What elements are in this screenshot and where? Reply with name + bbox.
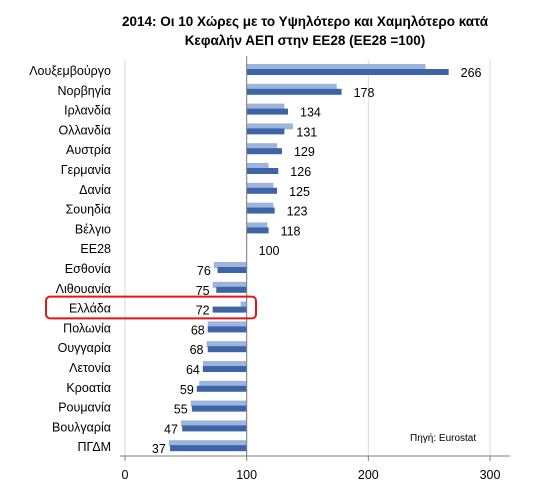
- bar-dark-7: [246, 207, 275, 214]
- value-label-19: 37: [152, 442, 166, 456]
- category-label-11: Λιθουανία: [56, 282, 111, 296]
- value-label-1: 178: [354, 86, 375, 100]
- bar-dark-13: [207, 326, 247, 333]
- bar-light-4: [246, 143, 278, 150]
- bar-dark-1: [246, 88, 342, 95]
- bar-dark-18: [182, 425, 247, 432]
- bar-light-6: [246, 182, 274, 189]
- x-tick-label-2: 200: [358, 468, 379, 482]
- bar-light-19: [168, 440, 247, 447]
- value-label-10: 76: [197, 264, 211, 278]
- value-label-0: 266: [461, 66, 482, 80]
- bar-dark-0: [246, 69, 449, 75]
- value-label-12: 72: [196, 304, 210, 318]
- bar-dark-14: [207, 346, 247, 353]
- value-label-15: 64: [186, 363, 200, 377]
- value-label-13: 68: [191, 323, 205, 337]
- category-label-9: ΕΕ28: [80, 242, 111, 256]
- bar-light-13: [207, 321, 247, 328]
- value-label-11: 75: [196, 284, 210, 298]
- category-label-6: Δανία: [79, 183, 111, 197]
- bar-light-8: [246, 222, 268, 229]
- bar-dark-15: [202, 366, 247, 372]
- category-label-0: Λουξεμβούργο: [29, 64, 111, 78]
- bar-dark-12: [212, 306, 247, 313]
- bar-light-15: [202, 361, 247, 367]
- x-tick-label-3: 300: [480, 468, 501, 482]
- bar-dark-4: [246, 148, 282, 155]
- value-label-14: 68: [190, 343, 204, 357]
- value-label-17: 55: [174, 403, 188, 417]
- bar-dark-11: [216, 286, 247, 293]
- category-label-5: Γερμανία: [61, 163, 111, 177]
- category-label-3: Ολλανδία: [59, 123, 111, 137]
- chart-title-line-2: Κεφαλήν ΑΕΠ στην ΕΕ28 (ΕΕ28 =100): [184, 33, 426, 48]
- chart-title-line-1: 2014: Οι 10 Χώρες με το Υψηλότερο και Χα…: [121, 14, 489, 29]
- value-label-7: 123: [287, 205, 308, 219]
- bar-dark-19: [170, 445, 247, 452]
- category-label-15: Λετονία: [69, 361, 111, 375]
- bar-dark-5: [246, 168, 279, 174]
- category-label-10: Εσθονία: [65, 262, 111, 276]
- category-label-13: Πολωνία: [63, 321, 111, 335]
- bar-dark-10: [217, 267, 247, 273]
- category-label-8: Βέλγιο: [75, 222, 111, 236]
- category-label-2: Ιρλανδία: [64, 104, 111, 118]
- category-label-18: Βουλγαρία: [52, 420, 111, 434]
- value-label-6: 125: [289, 185, 310, 199]
- category-label-16: Κροατία: [66, 381, 111, 395]
- category-label-4: Αυστρία: [66, 143, 111, 157]
- bar-light-10: [213, 262, 247, 268]
- bar-dark-3: [246, 128, 285, 135]
- value-label-2: 134: [300, 106, 321, 120]
- bar-dark-8: [246, 227, 269, 234]
- bar-dark-16: [196, 385, 247, 392]
- value-label-5: 126: [290, 165, 311, 179]
- bar-light-18: [180, 420, 247, 427]
- value-label-3: 131: [296, 125, 317, 139]
- bar-dark-2: [246, 108, 289, 115]
- category-label-7: Σουηδία: [66, 203, 111, 217]
- bar-light-14: [206, 341, 247, 348]
- x-tick-label-1: 100: [236, 468, 257, 482]
- chart-title: 2014: Οι 10 Χώρες με το Υψηλότερο και Χα…: [90, 12, 520, 50]
- value-label-18: 47: [164, 422, 178, 436]
- value-label-4: 129: [294, 145, 315, 159]
- bar-light-12: [240, 301, 247, 308]
- category-label-12: Ελλάδα: [69, 302, 111, 316]
- value-label-8: 118: [281, 224, 301, 238]
- bar-light-2: [246, 103, 285, 110]
- category-label-1: Νορβηγία: [58, 84, 112, 98]
- bar-light-11: [212, 281, 247, 288]
- bar-dark-6: [246, 187, 278, 194]
- x-tick-label-0: 0: [122, 468, 129, 482]
- category-label-19: ΠΓΔΜ: [77, 440, 111, 454]
- bar-light-3: [246, 123, 293, 130]
- highlight-box: [45, 295, 257, 320]
- bar-light-5: [246, 163, 269, 169]
- bar-light-0: [246, 64, 426, 70]
- category-label-17: Ρουμανία: [58, 401, 111, 415]
- source-note: Πηγή: Eurostat: [410, 433, 477, 444]
- bar-light-16: [199, 380, 247, 387]
- value-label-9: 100: [259, 244, 280, 258]
- value-label-16: 59: [180, 383, 194, 397]
- bar-light-1: [246, 83, 337, 90]
- bar-dark-17: [191, 405, 247, 412]
- category-label-14: Ουγγαρία: [58, 341, 111, 355]
- bar-light-17: [190, 400, 247, 407]
- bar-light-7: [246, 202, 274, 209]
